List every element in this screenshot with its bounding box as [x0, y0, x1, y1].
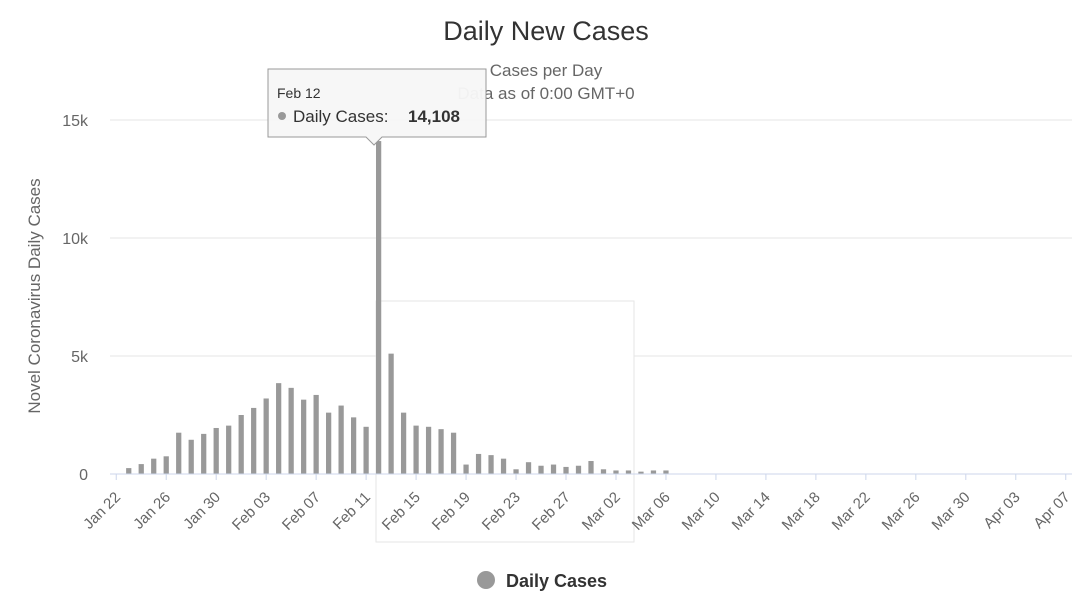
bar[interactable]	[650, 470, 657, 474]
x-tick-label: Apr 07	[1030, 489, 1073, 532]
bar[interactable]	[488, 455, 494, 474]
bar[interactable]	[388, 353, 394, 474]
x-tick-label: Feb 07	[279, 489, 324, 534]
x-tick-label: Mar 10	[679, 489, 724, 534]
bar[interactable]	[126, 468, 132, 474]
bar[interactable]	[463, 464, 469, 474]
tooltip-box	[267, 68, 487, 146]
x-tick-label: Mar 18	[779, 489, 824, 534]
bar[interactable]	[525, 462, 532, 474]
bar[interactable]	[351, 417, 357, 474]
y-tick-label: 0	[79, 467, 88, 484]
bar[interactable]	[176, 432, 182, 474]
bar[interactable]	[538, 465, 544, 474]
chart-subtitle-line-1: Cases per Day	[490, 61, 603, 80]
bar[interactable]	[625, 470, 632, 474]
x-tick-label: Jan 26	[130, 489, 174, 533]
y-axis-label: Novel Coronavirus Daily Cases	[25, 178, 44, 413]
bar[interactable]	[338, 405, 344, 474]
y-tick-label: 15k	[62, 113, 89, 130]
bar[interactable]	[575, 465, 582, 474]
x-tick-label: Mar 26	[879, 489, 924, 534]
bar[interactable]	[276, 383, 282, 474]
bar[interactable]	[425, 426, 432, 474]
bar[interactable]	[226, 425, 232, 474]
legend-marker-daily-cases[interactable]	[477, 571, 495, 589]
x-tick-label: Jan 30	[180, 489, 224, 533]
bar[interactable]	[638, 471, 644, 474]
bar[interactable]	[400, 412, 407, 474]
bar[interactable]	[513, 469, 519, 474]
hover-band	[375, 300, 635, 543]
bar[interactable]	[450, 432, 457, 474]
bar[interactable]	[251, 407, 257, 474]
bar[interactable]	[663, 470, 669, 474]
chart-subtitle-line-2: Data as of 0:00 GMT+0	[457, 84, 634, 103]
x-tick-label: Feb 03	[229, 489, 274, 534]
bar[interactable]	[588, 461, 594, 474]
x-tick-label: Apr 03	[980, 489, 1023, 532]
bar[interactable]	[413, 425, 419, 474]
bar[interactable]	[163, 456, 169, 474]
bar[interactable]	[375, 141, 382, 475]
tooltip-series-value: 14,108	[408, 107, 460, 126]
bar[interactable]	[301, 399, 307, 474]
bar[interactable]	[213, 427, 219, 474]
bar[interactable]	[313, 394, 319, 474]
x-tick-label: Feb 11	[330, 489, 374, 533]
x-tick-label: Mar 30	[929, 489, 974, 534]
bar[interactable]	[500, 458, 507, 474]
x-tick-label: Mar 14	[729, 489, 774, 534]
bar[interactable]	[151, 458, 157, 474]
bar[interactable]	[563, 466, 569, 474]
bar[interactable]	[326, 412, 332, 474]
y-tick-label: 10k	[62, 231, 89, 248]
legend-label-daily-cases[interactable]: Daily Cases	[506, 571, 607, 591]
bar[interactable]	[238, 415, 244, 474]
tooltip: Feb 12 Daily Cases: 14,108	[267, 68, 487, 146]
bar[interactable]	[550, 464, 557, 474]
bar[interactable]	[138, 464, 144, 474]
bar[interactable]	[613, 470, 619, 474]
x-tick-label: Mar 22	[829, 489, 874, 534]
chart-title: Daily New Cases	[443, 16, 649, 46]
tooltip-series-marker	[278, 112, 286, 120]
tooltip-series-label: Daily Cases:	[293, 107, 388, 126]
x-tick-label: Mar 06	[629, 489, 674, 534]
bar[interactable]	[201, 433, 207, 474]
x-tick-label: Jan 22	[80, 489, 124, 533]
y-axis-ticks: 0 5k 10k 15k	[62, 113, 89, 484]
bar[interactable]	[363, 426, 369, 474]
bar[interactable]	[188, 439, 194, 474]
tooltip-date: Feb 12	[277, 85, 321, 101]
bar[interactable]	[475, 453, 482, 474]
bar[interactable]	[263, 398, 269, 474]
bar-series-daily-cases[interactable]	[126, 141, 669, 475]
legend[interactable]: Daily Cases	[477, 571, 607, 591]
y-tick-label: 5k	[71, 349, 89, 366]
bar[interactable]	[438, 429, 444, 474]
bar[interactable]	[288, 387, 294, 474]
bar[interactable]	[600, 469, 607, 474]
